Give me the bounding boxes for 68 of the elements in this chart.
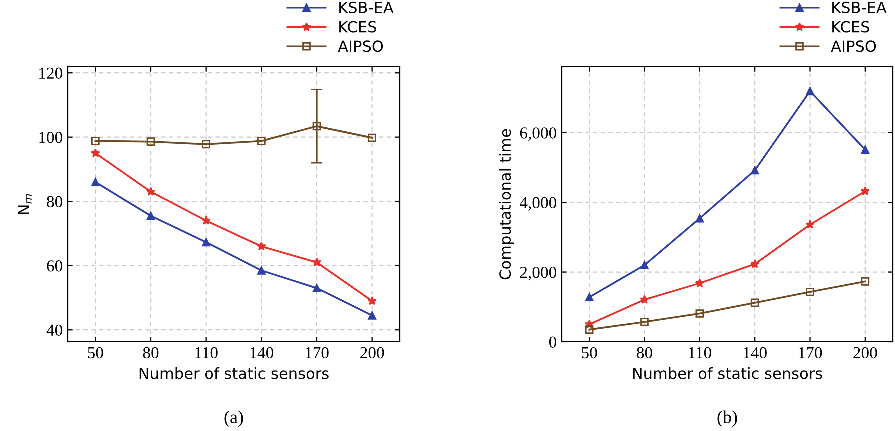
point: [146, 187, 156, 196]
x-tick-label: 50: [582, 347, 598, 359]
point: [368, 296, 377, 306]
point: [258, 137, 266, 146]
point: [368, 134, 376, 142]
point: [860, 186, 870, 196]
legend-label: KCES: [832, 21, 870, 33]
point: [696, 214, 704, 223]
x-tick-label: 110: [689, 347, 712, 359]
legend-label: KSB-EA: [832, 2, 887, 14]
point: [806, 87, 814, 96]
y-axis-title: N$_{m}$: [18, 194, 32, 214]
point: [312, 122, 322, 131]
x-tick-label: 200: [854, 347, 878, 359]
point: [92, 137, 100, 146]
text: (a): [224, 410, 244, 428]
point: [146, 212, 156, 220]
y-tick-label: 4,000: [520, 197, 557, 211]
text: (b): [718, 410, 738, 428]
y-tick-label: 40: [46, 324, 63, 336]
point: [258, 266, 266, 275]
point: [861, 146, 870, 154]
point: [585, 293, 594, 302]
x-axis-title: Number of static sensors: [140, 368, 329, 380]
legend-label: KCES: [340, 21, 376, 33]
y-tick-label: 120: [40, 68, 63, 80]
x-tick-label: 200: [360, 347, 384, 359]
point: [640, 261, 649, 270]
point: [861, 278, 870, 286]
point: [202, 238, 210, 247]
x-tick-label: 80: [637, 347, 652, 359]
point: [696, 310, 704, 318]
legend-label: AIPSO: [831, 40, 876, 52]
point: [750, 298, 760, 308]
y-tick-label: 6,000: [520, 128, 557, 142]
point: [257, 242, 266, 251]
point: [202, 216, 211, 225]
y-tick-label: 60: [47, 260, 63, 272]
y-tick-label: 0: [549, 336, 557, 348]
point: [368, 311, 376, 320]
point: [640, 318, 649, 326]
point: [312, 284, 322, 293]
point: [806, 288, 814, 296]
point: [695, 278, 705, 288]
legend-label: KSB-EA: [340, 2, 394, 14]
point: [91, 148, 100, 158]
legend-label: AIPSO: [338, 40, 384, 52]
x-tick-label: 50: [88, 347, 104, 359]
x-tick-label: 110: [196, 347, 218, 359]
point: [640, 294, 650, 304]
y-tick-label: 100: [40, 132, 63, 144]
x-tick-label: 80: [143, 347, 159, 359]
y-axis-title: Computational time: [499, 129, 514, 280]
point: [750, 166, 760, 175]
x-axis-title: Number of static sensors: [633, 368, 822, 380]
point: [806, 220, 815, 229]
y-tick-label: 2,000: [520, 266, 557, 281]
x-tick-label: 140: [250, 347, 274, 359]
point: [585, 326, 594, 334]
point: [202, 140, 210, 149]
x-tick-label: 170: [799, 347, 822, 359]
x-tick-label: 140: [744, 347, 767, 359]
point: [146, 138, 156, 146]
point: [750, 259, 760, 268]
x-tick-label: 170: [306, 347, 329, 359]
point: [312, 258, 322, 267]
y-tick-label: 80: [47, 196, 63, 208]
point: [92, 178, 100, 186]
